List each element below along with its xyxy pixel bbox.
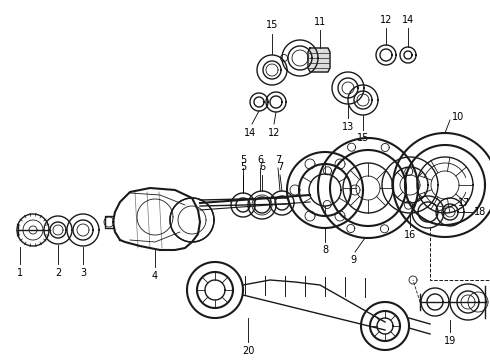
Text: 2: 2 [55, 268, 61, 278]
Polygon shape [170, 198, 214, 242]
Text: 4: 4 [152, 271, 158, 281]
Text: 11: 11 [314, 17, 326, 27]
Text: 14: 14 [244, 128, 256, 138]
Text: 17: 17 [458, 198, 470, 208]
Text: 15: 15 [266, 20, 278, 30]
Text: 10: 10 [452, 112, 464, 122]
Text: 5: 5 [240, 162, 246, 172]
Text: 7: 7 [277, 162, 283, 172]
Text: 15: 15 [357, 133, 369, 143]
Text: 5: 5 [240, 155, 246, 165]
Polygon shape [308, 48, 330, 72]
Text: 7: 7 [275, 155, 281, 165]
Text: 16: 16 [404, 230, 416, 240]
Text: 3: 3 [80, 268, 86, 278]
Text: 6: 6 [257, 155, 263, 165]
Polygon shape [113, 188, 200, 250]
Text: 9: 9 [350, 255, 356, 265]
Text: 13: 13 [342, 122, 354, 132]
Text: 12: 12 [268, 128, 280, 138]
Text: 14: 14 [402, 15, 414, 25]
Text: 19: 19 [444, 336, 456, 346]
Text: 12: 12 [380, 15, 392, 25]
Text: 6: 6 [259, 162, 265, 172]
Text: 8: 8 [322, 245, 328, 255]
Text: 1: 1 [17, 268, 23, 278]
Text: 18: 18 [474, 207, 486, 217]
Text: 20: 20 [242, 346, 254, 356]
